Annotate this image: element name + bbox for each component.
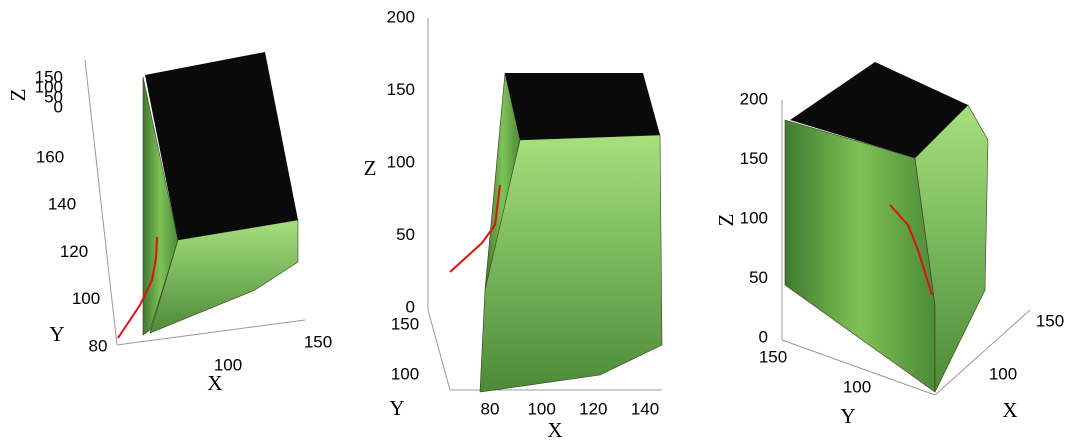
x-tick-label: 120 bbox=[579, 399, 607, 418]
panel-1 bbox=[84, 52, 306, 346]
y-tick-label: 120 bbox=[60, 242, 88, 261]
x-tick-label: 140 bbox=[631, 399, 659, 418]
z-tick-label: 100 bbox=[387, 152, 415, 171]
z-tick-label: 100 bbox=[740, 208, 768, 227]
x-tick-label: 150 bbox=[304, 332, 332, 351]
surface bbox=[784, 119, 936, 393]
axis-line bbox=[427, 309, 451, 391]
z-tick-label: 0 bbox=[759, 327, 768, 346]
path-line bbox=[117, 236, 158, 339]
z-axis-label: Z bbox=[6, 89, 30, 102]
z-tick-label: 0 bbox=[406, 297, 415, 316]
x-axis-label: X bbox=[207, 371, 222, 395]
path-line bbox=[449, 184, 501, 273]
x-axis-label: X bbox=[1002, 398, 1017, 422]
top-face bbox=[505, 73, 660, 140]
y-tick-label: 150 bbox=[759, 347, 787, 366]
x-axis-label: X bbox=[547, 418, 562, 442]
z-axis-label: Z bbox=[364, 156, 377, 180]
z-axis-label: Z bbox=[714, 214, 738, 227]
top-face bbox=[790, 62, 968, 158]
z-tick-label: 100 bbox=[35, 77, 63, 96]
x-tick-label: 100 bbox=[527, 399, 555, 418]
y-tick-label: 160 bbox=[36, 147, 64, 166]
axis-line bbox=[934, 309, 1031, 396]
path-line bbox=[889, 204, 933, 296]
z-tick-label: 200 bbox=[387, 7, 415, 26]
axis-line bbox=[116, 319, 306, 346]
y-tick-label: 80 bbox=[89, 336, 108, 355]
y-tick-label: 100 bbox=[843, 377, 871, 396]
z-tick-label: 50 bbox=[749, 268, 768, 287]
z-tick-label: 50 bbox=[44, 87, 63, 106]
y-tick-label: 140 bbox=[48, 195, 76, 214]
top-face bbox=[145, 52, 298, 240]
axis-line bbox=[84, 59, 118, 346]
x-tick-label: 100 bbox=[989, 364, 1017, 383]
y-axis-label: Y bbox=[389, 396, 404, 420]
y-axis-label: Y bbox=[49, 322, 64, 346]
y-axis-label: Y bbox=[840, 404, 855, 428]
axis-line bbox=[781, 339, 936, 396]
z-tick-label: 0 bbox=[54, 97, 63, 116]
y-tick-label: 150 bbox=[391, 314, 419, 333]
x-tick-label: 80 bbox=[481, 399, 500, 418]
x-tick-label: 100 bbox=[214, 355, 242, 374]
z-tick-label: 150 bbox=[35, 67, 63, 86]
z-tick-label: 50 bbox=[396, 225, 415, 244]
surface bbox=[142, 76, 179, 336]
z-tick-label: 200 bbox=[740, 89, 768, 108]
z-tick-label: 150 bbox=[740, 149, 768, 168]
x-tick-label: 150 bbox=[1036, 311, 1064, 330]
y-tick-label: 100 bbox=[391, 364, 419, 383]
z-tick-label: 150 bbox=[387, 80, 415, 99]
panel-2 bbox=[427, 18, 663, 393]
panel-3 bbox=[781, 62, 1031, 396]
y-tick-label: 100 bbox=[72, 289, 100, 308]
